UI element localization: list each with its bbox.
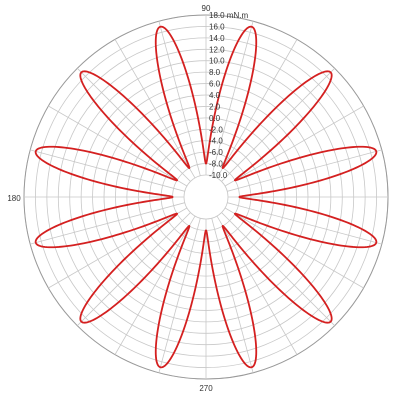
grid-spoke bbox=[224, 207, 364, 289]
grid-spoke bbox=[211, 21, 254, 176]
grid-spoke bbox=[221, 212, 335, 326]
radial-tick-labels: -10.0 -8.0 -6.0 -4.0 -2.0 0.0 2.0 4.0 6.0 8.0 10.0… bbox=[209, 11, 248, 180]
radial-tick-label: -2.0 bbox=[209, 125, 223, 134]
radial-tick-label: -10.0 bbox=[209, 171, 228, 180]
grid-spoke bbox=[216, 39, 298, 179]
grid-spoke bbox=[77, 212, 191, 326]
series-rose-curve bbox=[34, 25, 378, 369]
grid-ring bbox=[183, 174, 229, 220]
grid-spoke bbox=[30, 202, 185, 245]
radial-tick-label: -6.0 bbox=[209, 148, 223, 157]
grid-spoke bbox=[30, 149, 185, 192]
grid-spoke bbox=[114, 215, 196, 355]
radial-tick-label: -4.0 bbox=[209, 137, 223, 146]
radial-tick-label: 18.0 mN.m bbox=[209, 11, 248, 20]
grid-spoke bbox=[227, 202, 382, 245]
radial-tick-label: 6.0 bbox=[209, 80, 221, 89]
radial-tick-label: 8.0 bbox=[209, 68, 221, 77]
radial-tick-label: 4.0 bbox=[209, 91, 221, 100]
grid-spoke bbox=[77, 68, 191, 182]
grid-spoke bbox=[224, 105, 364, 187]
radial-tick-label: 0.0 bbox=[209, 114, 221, 123]
grid-spoke bbox=[114, 39, 196, 179]
grid-spoke bbox=[216, 215, 298, 355]
radial-tick-label: 12.0 bbox=[209, 45, 225, 54]
angle-label-270: 270 bbox=[199, 384, 213, 393]
grid-spoke bbox=[158, 218, 201, 373]
radial-tick-label: 2.0 bbox=[209, 102, 221, 111]
angle-label-180: 180 bbox=[7, 194, 21, 203]
angular-grid bbox=[24, 15, 388, 379]
grid-spoke bbox=[48, 105, 188, 187]
radial-tick-label: 14.0 bbox=[209, 34, 225, 43]
radial-tick-label: 10.0 bbox=[209, 57, 225, 66]
grid-spoke bbox=[227, 149, 382, 192]
data-series bbox=[34, 25, 378, 369]
radial-tick-label: -8.0 bbox=[209, 160, 223, 169]
angle-label-90: 90 bbox=[202, 4, 211, 13]
grid-spoke bbox=[211, 218, 254, 373]
grid-spoke bbox=[48, 207, 188, 289]
radial-tick-label: 16.0 bbox=[209, 22, 225, 31]
grid-spoke bbox=[221, 68, 335, 182]
grid-spoke bbox=[158, 21, 201, 176]
